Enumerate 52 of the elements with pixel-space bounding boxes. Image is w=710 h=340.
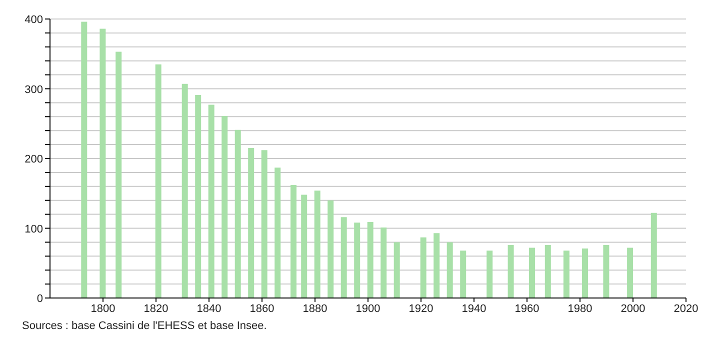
bar: [248, 148, 254, 298]
bar: [603, 244, 610, 298]
bar: [354, 222, 360, 298]
bar: [544, 244, 551, 298]
x-tick-label: 2020: [674, 302, 698, 315]
bar: [301, 194, 308, 298]
y-tick-label: 300: [24, 84, 43, 96]
source-note: Sources : base Cassini de l'EHESS et base Insee.: [22, 320, 268, 332]
y-tick-label: 200: [24, 154, 43, 166]
y-tick-label: 100: [24, 223, 43, 236]
bar: [650, 212, 657, 298]
bar: [486, 250, 493, 298]
bar: [394, 242, 400, 298]
bar: [627, 248, 634, 298]
x-tick-label: 2000: [620, 302, 646, 315]
bar: [460, 250, 466, 298]
bar: [100, 28, 106, 298]
bar: [222, 116, 228, 298]
x-tick-label: 1860: [250, 302, 274, 315]
bar: [261, 150, 268, 298]
bar: [81, 22, 88, 298]
bar: [420, 237, 426, 298]
bar: [508, 244, 514, 298]
y-tick-label: 0: [36, 293, 43, 305]
bar: [274, 168, 281, 298]
bar: [195, 95, 202, 298]
bar: [529, 248, 535, 298]
x-tick-label: 1900: [356, 302, 380, 315]
x-tick-label: 1960: [514, 302, 540, 315]
x-tick-label: 1920: [408, 302, 434, 315]
y-tick-label: 400: [24, 14, 43, 26]
bar: [116, 52, 122, 298]
bar: [434, 233, 440, 298]
bar: [155, 64, 162, 298]
bar: [367, 222, 374, 298]
bar: [340, 217, 347, 298]
bar: [380, 228, 387, 298]
x-tick-label: 1820: [144, 302, 168, 315]
bar: [446, 242, 453, 298]
bar: [314, 190, 320, 298]
bar: [182, 84, 188, 298]
bar: [582, 248, 588, 298]
x-tick-label: 1880: [302, 302, 328, 315]
bar: [563, 250, 570, 298]
bar: [290, 185, 296, 298]
x-tick-label: 1840: [196, 302, 222, 315]
x-tick-label: 1940: [462, 302, 486, 315]
bar: [328, 200, 334, 298]
bar: [208, 104, 214, 298]
x-tick-label: 1980: [568, 302, 592, 315]
x-tick-label: 1800: [90, 302, 116, 315]
bar: [234, 130, 241, 298]
